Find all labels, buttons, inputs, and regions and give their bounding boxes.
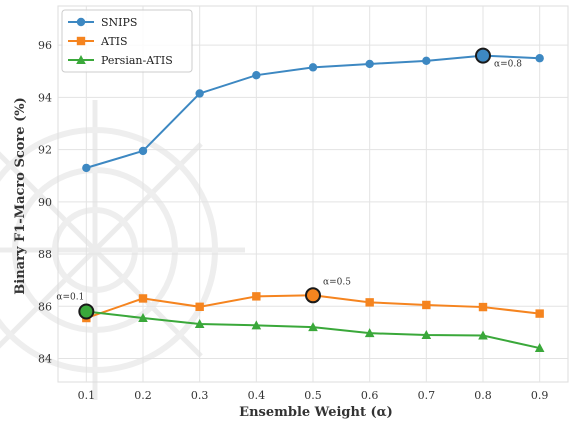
y-axis-title: Binary F1-Macro Score (%) xyxy=(13,97,28,294)
y-tick-label: 94 xyxy=(38,91,52,104)
snips-point xyxy=(195,89,204,98)
x-tick-label: 0.9 xyxy=(531,389,549,402)
snips-point xyxy=(252,70,261,80)
persian-atis-point xyxy=(421,330,432,339)
legend-label: Persian-ATIS xyxy=(101,54,173,67)
snips-point xyxy=(308,63,318,72)
watermark-ornament xyxy=(0,100,245,400)
highlight-label: α=0.1 xyxy=(56,293,84,303)
y-tick-label: 96 xyxy=(38,39,52,52)
y-tick-label: 84 xyxy=(38,353,52,366)
highlight-label: α=0.5 xyxy=(323,277,351,287)
snips-point xyxy=(138,146,148,156)
atis-point xyxy=(478,302,488,312)
x-axis-title: Ensemble Weight (α) xyxy=(239,405,393,420)
snips-point xyxy=(365,59,374,69)
persian-atis-point xyxy=(478,330,488,340)
x-tick-label: 0.6 xyxy=(361,389,379,402)
x-tick-label: 0.3 xyxy=(191,389,209,402)
watermark-stroke xyxy=(0,151,97,252)
legend-marker xyxy=(76,17,86,27)
x-tick-label: 0.7 xyxy=(418,389,436,402)
watermark-stroke xyxy=(93,142,203,252)
snips-point xyxy=(82,163,91,173)
watermark-ring xyxy=(0,127,218,373)
highlight-marker xyxy=(475,47,491,64)
highlight-marker xyxy=(78,303,95,320)
atis-point xyxy=(535,309,544,318)
x-tick-label: 0.5 xyxy=(304,389,322,402)
persian-atis-point xyxy=(364,328,375,338)
legend-marker xyxy=(76,55,86,64)
persian-atis-point xyxy=(138,313,148,323)
y-tick-label: 92 xyxy=(38,144,52,157)
atis-point xyxy=(138,294,148,303)
persian-atis-point xyxy=(194,319,205,329)
persian-atis-point xyxy=(534,343,545,353)
series-snips xyxy=(82,51,544,173)
y-tick-label: 86 xyxy=(38,300,52,313)
atis-point xyxy=(365,298,374,307)
snips-point xyxy=(422,56,431,66)
highlight-group: α=0.8 α=0.5 α=0.1 xyxy=(56,47,522,320)
x-tick-label: 0.1 xyxy=(78,389,96,402)
persian-atis-point xyxy=(308,322,318,332)
x-tick-label: 0.2 xyxy=(134,389,152,402)
legend-label: ATIS xyxy=(100,35,128,48)
highlight-label: α=0.8 xyxy=(494,60,522,70)
persian-atis-point xyxy=(251,320,262,330)
atis-point xyxy=(252,292,261,301)
y-tick-label: 90 xyxy=(38,196,52,209)
watermark-stroke xyxy=(0,248,97,349)
watermark-ring xyxy=(52,207,138,293)
watermark-ring xyxy=(12,167,178,333)
series-group xyxy=(81,51,545,353)
atis-point xyxy=(422,300,431,310)
legend-label: SNIPS xyxy=(101,16,137,29)
highlight-marker xyxy=(305,287,321,304)
x-axis: 0.1 0.2 0.3 0.4 0.5 0.6 0.7 0.8 0.9 xyxy=(78,389,549,402)
watermark-stroke xyxy=(93,248,203,358)
snips-point xyxy=(535,54,544,63)
atis-point xyxy=(195,302,204,311)
x-tick-label: 0.4 xyxy=(248,389,266,402)
legend: SNIPS ATIS Persian-ATIS xyxy=(61,9,193,73)
y-axis: 84 86 88 90 92 94 96 xyxy=(38,39,52,365)
legend-marker xyxy=(76,36,86,46)
x-tick-label: 0.8 xyxy=(474,389,492,402)
y-tick-label: 88 xyxy=(38,248,52,261)
legend-box xyxy=(61,9,193,73)
